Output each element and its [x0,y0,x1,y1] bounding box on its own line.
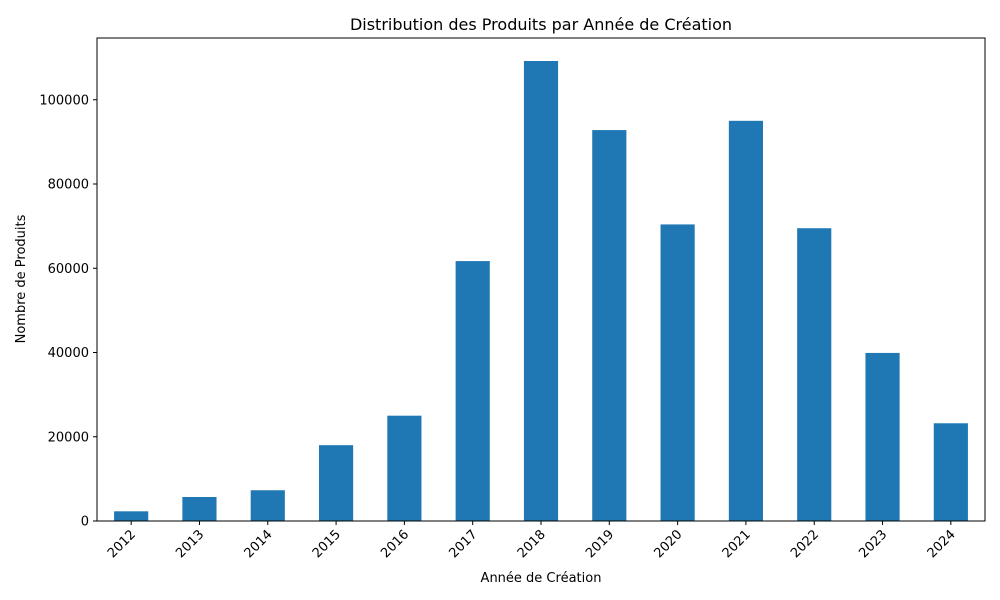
bar-2020 [660,224,695,521]
x-tick-label: 2019 [583,527,617,561]
y-axis-ticks: 0 20000 40000 60000 80000 100000 [39,93,97,530]
x-tick-label: 2021 [720,527,754,561]
bars-group [114,61,968,522]
x-axis-ticks: 2012 2013 2014 2015 2016 2017 2018 2019 2020 2021… [105,521,959,561]
bar-2016 [387,415,422,521]
bar-2024 [933,423,968,521]
bar-2015 [319,445,354,521]
bar-2019 [592,130,627,521]
y-tick-label: 0 [81,515,89,530]
y-tick-label: 100000 [39,93,89,108]
x-tick-label: 2013 [173,527,207,561]
bar-2023 [865,352,900,521]
y-tick-label: 20000 [48,430,89,445]
bar-2017 [455,261,490,521]
x-tick-label: 2023 [856,527,890,561]
y-axis-label: Nombre de Produits [14,214,29,343]
x-tick-label: 2022 [788,527,822,561]
bar-2014 [250,490,285,521]
x-tick-label: 2014 [242,527,276,561]
x-tick-label: 2016 [378,527,412,561]
y-tick-label: 40000 [48,346,89,361]
x-axis-label: Année de Création [481,571,602,586]
bar-2012 [114,511,149,521]
bar-2022 [797,228,832,522]
bar-2018 [523,61,559,521]
x-tick-label: 2017 [447,527,481,561]
bar-2021 [728,120,763,521]
y-tick-label: 80000 [48,178,89,193]
x-tick-label: 2020 [651,527,685,561]
bar-2013 [182,496,217,521]
chart-title: Distribution des Produits par Année de C… [350,15,732,34]
y-tick-label: 60000 [48,262,89,277]
plot-frame [96,37,986,522]
x-tick-label: 2015 [310,527,344,561]
x-tick-label: 2012 [105,527,139,561]
x-tick-label: 2024 [925,527,959,561]
x-tick-label: 2018 [515,527,549,561]
